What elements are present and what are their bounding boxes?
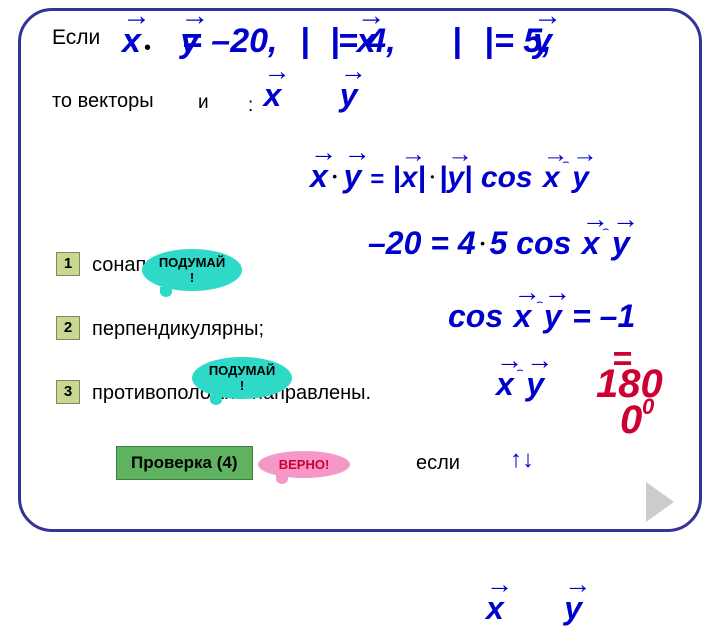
bubble-correct: ВЕРНО!: [258, 451, 350, 478]
colon: :: [248, 95, 253, 117]
modx-l: |: [300, 22, 310, 61]
vec-x1: →x: [122, 22, 141, 61]
formula-cos: cos ⌢ →x →y = –1: [448, 298, 635, 335]
choice-num-1[interactable]: 1: [56, 252, 80, 276]
if-label: Если: [52, 26, 100, 50]
next-play-icon[interactable]: [646, 482, 674, 522]
mody-r: |: [484, 22, 494, 61]
choice-num-3[interactable]: 3: [56, 380, 80, 404]
vec-y-bot: →y: [564, 590, 582, 627]
vec-y3: →y: [340, 77, 358, 114]
if-bottom: если: [416, 452, 460, 475]
vec-x-bot: →x: [486, 590, 504, 627]
cdot1: •: [144, 37, 151, 60]
vec-x3: →x: [264, 77, 282, 114]
bubble-think-1: ПОДУМАЙ !: [142, 249, 242, 291]
antipar-icon: ↑↓: [510, 446, 534, 474]
then-label: то векторы: [52, 90, 154, 113]
choice-num-2[interactable]: 2: [56, 316, 80, 340]
formula-angle: ⌢ →x →y: [496, 366, 544, 403]
mody-val: = 5,: [494, 22, 552, 61]
angle-180b: 0: [620, 398, 642, 443]
check-button[interactable]: Проверка (4): [116, 446, 253, 480]
choice-text-2: перпендикулярны;: [92, 318, 264, 341]
and-label: и: [198, 92, 209, 114]
bubble-think-2: ПОДУМАЙ !: [192, 357, 292, 399]
formula-calc: –20 = 4 • 5 cos ⌢ →x →y: [368, 225, 630, 262]
mody-l: |: [452, 22, 462, 61]
formula-dot: →x • →y = |→x| • |→y| cos ⌢ →x →y: [310, 158, 589, 195]
angle-deg: 0: [642, 394, 654, 420]
